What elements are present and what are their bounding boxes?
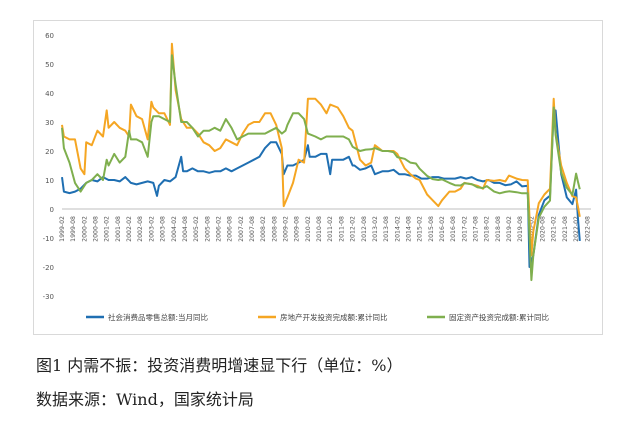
- legend-label-2: 房地产开发投资完成额:累计同比: [280, 312, 388, 322]
- x-tick-label: 1999-02: [59, 216, 66, 242]
- x-tick-label: 2014-08: [405, 216, 412, 242]
- x-tick-label: 2003-08: [160, 216, 167, 242]
- x-tick-label: 2008-02: [260, 216, 267, 242]
- x-tick-label: 2019-02: [506, 216, 513, 242]
- x-tick-label: 2019-08: [517, 216, 524, 242]
- y-tick-label: 10: [45, 177, 54, 185]
- x-tick-label: 2015-08: [428, 216, 435, 242]
- x-tick-label: 2008-08: [271, 216, 278, 242]
- x-tick-label: 2010-08: [316, 216, 323, 242]
- y-tick-label: -30: [43, 293, 54, 301]
- x-tick-label: 2005-02: [193, 216, 200, 242]
- chart-frame: -30 -20 -10 0 10 20 30 40 50 60 1999-02 1999-08 2000…: [33, 20, 603, 335]
- x-tick-label: 2020-02: [528, 216, 535, 242]
- x-tick-label: 2012-08: [361, 216, 368, 242]
- series-line-2: [61, 42, 581, 257]
- x-tick-label: 2000-02: [81, 216, 88, 242]
- series-line-1: [61, 109, 581, 268]
- figure-caption: 图1 内需不振：投资消费明增速显下行（单位：%）: [36, 356, 403, 375]
- x-tick-label: 2002-02: [126, 216, 133, 242]
- x-tick-label: 2015-02: [417, 216, 424, 242]
- x-tick-label: 2022-08: [584, 216, 591, 242]
- x-tick-label: 2010-02: [305, 216, 312, 242]
- x-tick-label: 2014-02: [394, 216, 401, 242]
- x-tick-label: 2006-02: [215, 216, 222, 242]
- figure-source: 数据来源：Wind，国家统计局: [36, 390, 254, 409]
- x-tick-label: 2017-02: [461, 216, 468, 242]
- x-tick-label: 2002-08: [137, 216, 144, 242]
- x-tick-label: 2011-08: [338, 216, 345, 242]
- x-tick-label: 2001-08: [115, 216, 122, 242]
- x-tick-label: 2020-08: [540, 216, 547, 242]
- x-tick-label: 2017-08: [473, 216, 480, 242]
- x-tick-label: 2013-08: [383, 216, 390, 242]
- legend-label-1: 社会消费品零售总额:当月同比: [108, 312, 209, 322]
- x-tick-label: 2005-08: [204, 216, 211, 242]
- y-tick-label: -10: [43, 235, 54, 243]
- x-tick-label: 2018-02: [484, 216, 491, 242]
- x-tick-label: 2007-08: [249, 216, 256, 242]
- y-tick-label: 40: [45, 90, 54, 98]
- x-tick-label: 2004-02: [171, 216, 178, 242]
- x-tick-label: 2016-02: [439, 216, 446, 242]
- x-tick-label: 2009-02: [283, 216, 290, 242]
- x-tick-label: 2013-02: [372, 216, 379, 242]
- x-tick-label: 2022-02: [573, 216, 580, 242]
- y-tick-label: 60: [45, 32, 54, 40]
- x-tick-label: 1999-08: [70, 216, 77, 242]
- x-tick-label: 2016-08: [450, 216, 457, 242]
- y-tick-label: 0: [50, 206, 54, 214]
- line-chart: -30 -20 -10 0 10 20 30 40 50 60 1999-02 1999-08 2000…: [43, 32, 592, 322]
- x-tick-label: 2003-02: [148, 216, 155, 242]
- y-tick-label: 50: [45, 61, 54, 69]
- y-tick-label: 30: [45, 119, 54, 127]
- y-tick-label: -20: [43, 264, 54, 272]
- y-tick-label: 20: [45, 148, 54, 156]
- legend-label-3: 固定资产投资完成额:累计同比: [449, 312, 550, 322]
- x-tick-label: 2021-02: [551, 216, 558, 242]
- x-tick-label: 2001-02: [104, 216, 111, 242]
- x-tick-label: 2018-08: [495, 216, 502, 242]
- x-tick-label: 2021-08: [562, 216, 569, 242]
- x-tick-label: 2011-02: [327, 216, 334, 242]
- x-tick-label: 2007-02: [238, 216, 245, 242]
- x-tick-label: 2000-08: [93, 216, 100, 242]
- series-line-3: [61, 54, 581, 282]
- x-tick-label: 2004-08: [182, 216, 189, 242]
- x-tick-label: 2006-08: [227, 216, 234, 242]
- x-tick-label: 2012-02: [350, 216, 357, 242]
- x-tick-label: 2009-08: [294, 216, 301, 242]
